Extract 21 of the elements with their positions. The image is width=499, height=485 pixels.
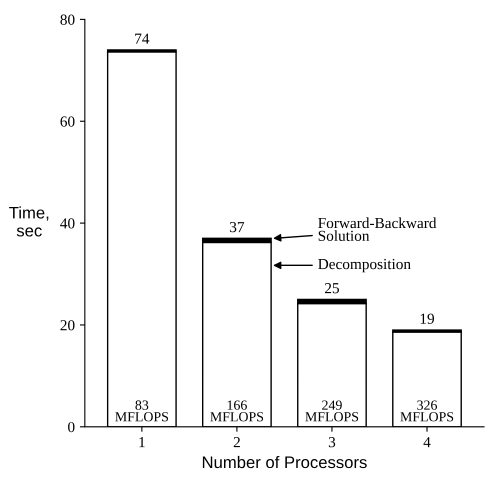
x-tick-label: 1 <box>139 437 145 448</box>
y-tick-label: 0 <box>68 422 75 432</box>
annotation: 166 MFLOPS <box>210 400 264 422</box>
y-tick-label: 40 <box>60 218 75 229</box>
legend-label: Forward-Backward Solution <box>318 217 436 241</box>
total-label: 19 <box>420 314 434 324</box>
y-tick-label: 60 <box>60 116 75 127</box>
x-tick-label: 2 <box>234 437 240 448</box>
x-tick-label: 4 <box>423 437 431 448</box>
y-axis-title: Time, sec <box>9 206 48 237</box>
y-tick-label: 80 <box>60 14 75 25</box>
annotation: 83 MFLOPS <box>115 400 168 422</box>
annotation: 326 MFLOPS <box>400 400 454 422</box>
x-tick-label: 3 <box>328 437 336 448</box>
legend-label: Decomposition <box>318 258 411 272</box>
total-label: 25 <box>324 283 339 294</box>
annotation: 249 MFLOPS <box>305 400 358 422</box>
total-label: 74 <box>135 34 150 44</box>
x-axis-title: Number of Processors <box>202 456 367 468</box>
y-tick-label: 20 <box>60 320 75 330</box>
total-label: 37 <box>230 222 244 232</box>
